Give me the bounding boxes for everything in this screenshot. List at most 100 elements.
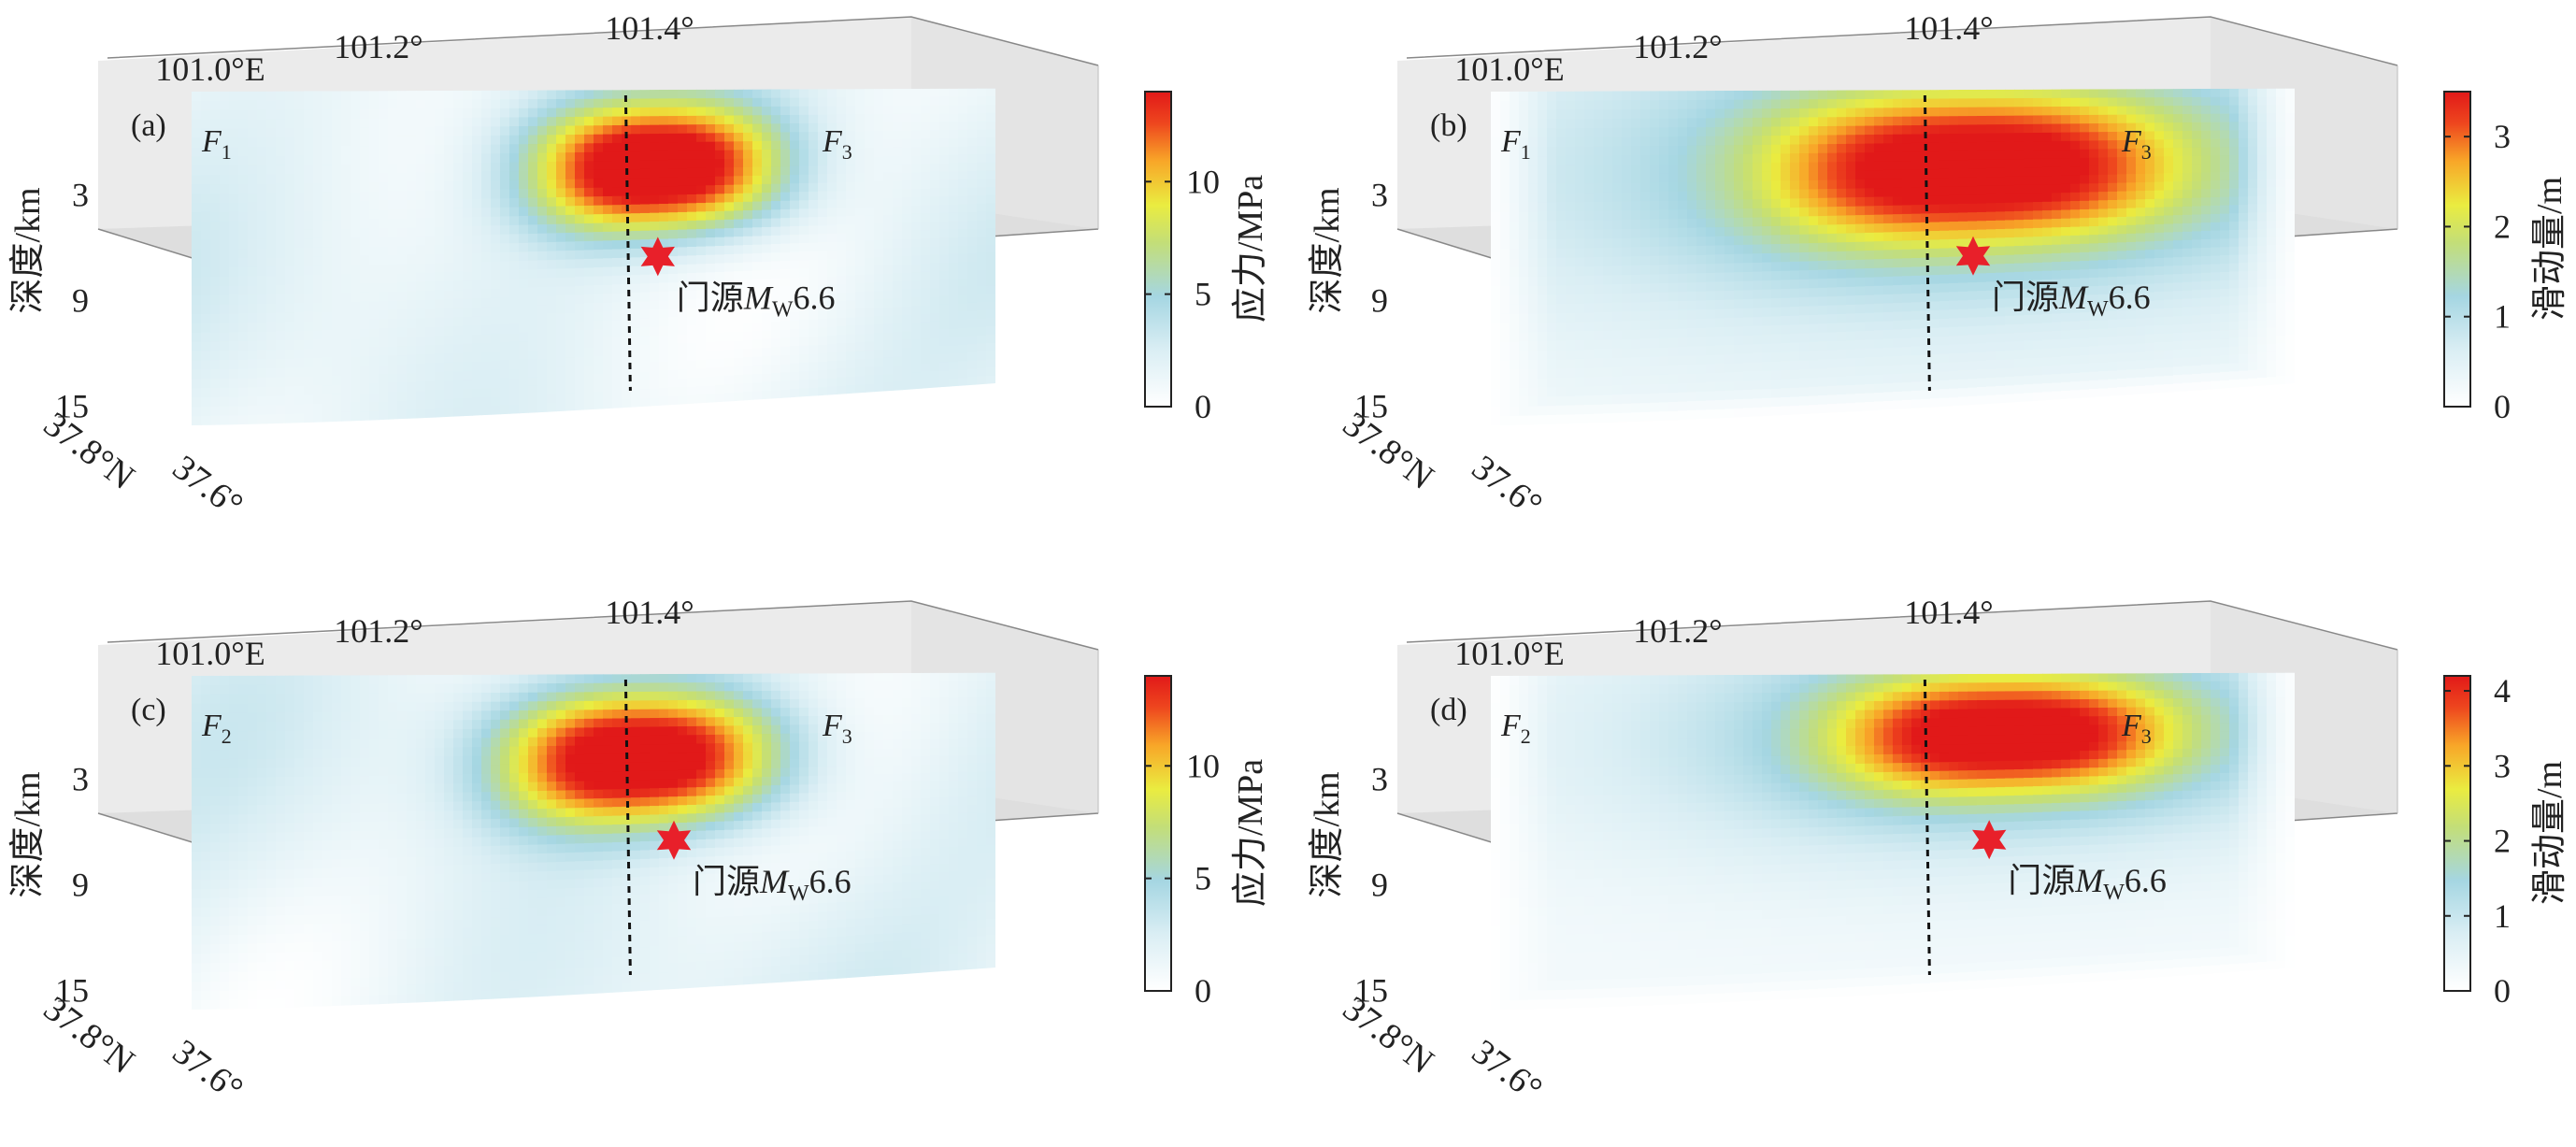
event-magnitude-subscript: W [2103, 881, 2125, 905]
panel-label: (b) [1430, 108, 1467, 143]
depth-axis-label: 深度/km [8, 771, 48, 897]
event-label: 门源MW6.6 [1992, 279, 2151, 322]
colorbar [2443, 91, 2471, 408]
heatmap-field [192, 672, 995, 1010]
heatmap-field [1491, 88, 2295, 425]
event-magnitude-value: 6.6 [2109, 279, 2151, 316]
fault-label-right-sub: 3 [842, 724, 852, 748]
top-tick-label: 101.0°E [1454, 635, 1564, 672]
event-magnitude-subscript: W [788, 882, 809, 906]
fault-label-right-sub: 3 [2141, 140, 2152, 164]
fault-label-left-base: F [1500, 124, 1522, 159]
colorbar-label: 应力/MPa [1231, 175, 1270, 323]
colorbar-tick-label: 0 [2494, 972, 2511, 1010]
top-tick-label: 101.2° [1633, 612, 1722, 650]
event-magnitude-value: 6.6 [809, 863, 852, 900]
colorbar-label: 应力/MPa [1231, 759, 1270, 907]
fault-label-left-sub: 1 [1521, 140, 1531, 164]
top-tick-label: 101.2° [334, 28, 422, 65]
fault-label-left-sub: 1 [222, 140, 232, 164]
event-magnitude-subscript: W [772, 297, 794, 322]
dashed-fault-line [623, 679, 632, 976]
depth-tick-label: 15 [1354, 388, 1388, 425]
fault-label-left-sub: 2 [1521, 724, 1531, 748]
colorbar-tick-label: 10 [1186, 163, 1220, 200]
depth-axis-label: 深度/km [1308, 187, 1347, 313]
colorbar-tick-label: 0 [1195, 388, 1211, 425]
heatmap-field [1491, 672, 2295, 1010]
fault-label-left-sub: 2 [222, 724, 232, 748]
fault-label-right-sub: 3 [2141, 724, 2152, 748]
lat-tick-label: 37.8°N [1336, 405, 1440, 497]
panel-a: 门源MW6.6 (a) F1 F 3 101.0°E 101.2° 101.4° 3 9 15 深度/… [8, 9, 1270, 525]
event-magnitude-value: 6.6 [793, 279, 835, 316]
depth-axis-label: 深度/km [1308, 771, 1347, 897]
depth-tick-label: 15 [55, 972, 89, 1010]
colorbar-label: 滑动量/m [2530, 177, 2569, 321]
fault-label-left: F2 [1500, 709, 1531, 748]
fault-label-right: F3 [2121, 709, 2152, 748]
dashed-fault-line [623, 94, 632, 392]
top-tick-label: 101.4° [605, 9, 694, 47]
fault-label-right-sub: 3 [842, 140, 852, 164]
event-magnitude-letter: M [2058, 279, 2089, 316]
depth-axis-label: 深度/km [8, 187, 48, 313]
top-tick-label: 101.4° [605, 594, 694, 631]
top-tick-label: 101.2° [1633, 28, 1722, 65]
colorbar-tick-label: 2 [2494, 208, 2511, 245]
depth-tick-label: 15 [55, 388, 89, 425]
lat-tick-label: 37.6° [165, 448, 250, 525]
top-tick-label: 101.0°E [1454, 50, 1564, 88]
depth-tick-label: 15 [1354, 972, 1388, 1010]
depth-tick-label: 3 [1371, 177, 1388, 214]
colorbar [1144, 91, 1172, 408]
depth-tick-label: 3 [72, 761, 89, 798]
panel-label: (c) [131, 693, 166, 727]
depth-tick-label: 9 [72, 282, 89, 320]
top-tick-label: 101.0°E [155, 50, 265, 88]
fault-label-right-base: F [822, 709, 843, 743]
fault-label-right: F3 [2121, 124, 2152, 164]
colorbar-label: 滑动量/m [2530, 761, 2569, 905]
fault-label-left: F1 [201, 124, 232, 164]
colorbar-tick-label: 1 [2494, 897, 2511, 935]
event-label: 门源MW6.6 [2008, 862, 2167, 905]
box-top-edge [1406, 16, 2398, 66]
depth-tick-label: 3 [72, 177, 89, 214]
fault-label-left-base: F [201, 124, 222, 159]
dashed-fault-line [1923, 679, 1931, 976]
lat-tick-label: 37.6° [1465, 1032, 1550, 1110]
event-magnitude-letter: M [743, 279, 774, 316]
colorbar-tick-label: 0 [2494, 388, 2511, 425]
lat-tick-label: 37.6° [165, 1032, 250, 1110]
heatmap-field [192, 88, 995, 425]
colorbar-tick-label: 3 [2494, 118, 2511, 155]
fault-label-right-base: F [2121, 709, 2142, 743]
hypocenter-star [1955, 236, 1991, 276]
lat-tick-label: 37.8°N [36, 989, 141, 1082]
colorbar-tick-label: 0 [1195, 972, 1211, 1010]
top-tick-label: 101.2° [334, 612, 422, 650]
box-top-edge [107, 16, 1099, 66]
fault-label-right-base: F [2121, 124, 2142, 159]
top-tick-label: 101.0°E [155, 635, 265, 672]
colorbar-tick-label: 10 [1186, 747, 1220, 784]
colorbar [2443, 675, 2471, 992]
lat-tick-label: 37.8°N [36, 405, 141, 497]
panel-label: (a) [131, 108, 166, 143]
hypocenter-star [640, 237, 675, 277]
event-prefix: 门源 [677, 279, 744, 316]
box-top-edge [1406, 600, 2398, 651]
lat-tick-label: 37.8°N [1336, 989, 1440, 1082]
depth-tick-label: 9 [1371, 867, 1388, 904]
event-magnitude-value: 6.6 [2125, 862, 2167, 899]
colorbar-tick-label: 1 [2494, 298, 2511, 336]
fault-label-left: F2 [201, 709, 232, 748]
depth-tick-label: 9 [72, 867, 89, 904]
fault-label-left-base: F [201, 709, 222, 743]
depth-tick-label: 3 [1371, 761, 1388, 798]
panel-label: (d) [1430, 693, 1467, 727]
